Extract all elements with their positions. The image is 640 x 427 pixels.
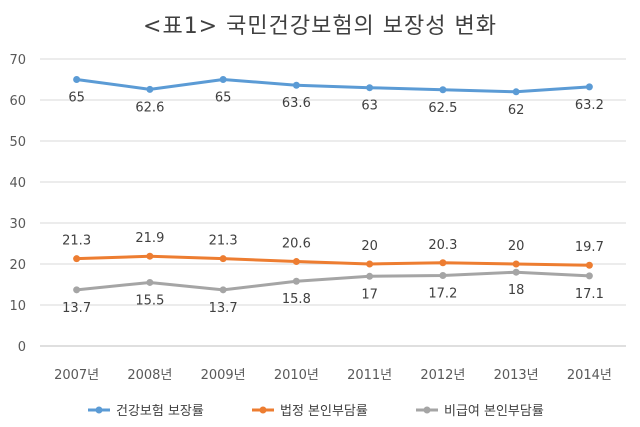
x-axis: 2007년 2008년 2009년 2010년 2011년 2012년 2013년 2014년: [54, 368, 612, 383]
chart-title: <표1> 국민건강보험의 보장성 변화: [143, 14, 497, 39]
data-label: 17.2: [428, 286, 457, 301]
y-tick-label: 60: [9, 94, 26, 109]
data-label: 13.7: [209, 301, 238, 316]
data-point: [585, 83, 593, 91]
x-tick-label: 2010년: [274, 368, 319, 383]
legend-label: 비급여 본인부담률: [444, 404, 544, 419]
y-axis: 0 10 20 30 40 50 60 70: [9, 53, 26, 355]
legend-marker: [423, 406, 431, 414]
data-point: [585, 272, 593, 280]
data-point: [73, 286, 81, 294]
data-label: 63.6: [282, 96, 311, 111]
data-point: [292, 258, 300, 266]
data-point: [219, 286, 227, 294]
data-point: [366, 272, 374, 280]
data-point: [439, 271, 447, 279]
data-label: 65: [215, 91, 232, 106]
data-point: [512, 260, 520, 268]
data-point: [146, 278, 154, 286]
data-label: 19.7: [575, 240, 604, 255]
x-tick-label: 2007년: [54, 368, 99, 383]
y-tick-label: 10: [9, 299, 26, 314]
data-label: 13.7: [62, 301, 91, 316]
data-point: [73, 76, 81, 83]
data-label: 21.3: [62, 234, 91, 249]
gridlines: [40, 58, 626, 347]
data-point: [73, 255, 81, 263]
x-tick-label: 2011년: [347, 368, 392, 383]
data-point: [292, 277, 300, 285]
data-label: 62: [508, 103, 525, 118]
data-point: [585, 261, 593, 269]
series-lines: [73, 76, 593, 294]
series-line: [75, 254, 591, 267]
data-label: 15.8: [282, 292, 311, 307]
data-label: 17.1: [575, 287, 604, 302]
data-point: [366, 260, 374, 268]
legend-marker: [259, 406, 267, 414]
data-label: 20.3: [428, 238, 457, 253]
data-label: 62.6: [135, 100, 164, 115]
data-label: 21.3: [209, 234, 238, 249]
y-tick-label: 20: [9, 258, 26, 273]
data-point: [366, 84, 374, 92]
data-label: 20.6: [282, 237, 311, 252]
data-label: 20: [361, 239, 378, 254]
data-label: 18: [508, 283, 525, 298]
y-tick-label: 40: [9, 176, 26, 191]
data-point: [219, 76, 227, 83]
legend-marker: [95, 406, 103, 414]
data-point: [439, 259, 447, 267]
x-tick-label: 2013년: [494, 368, 539, 383]
legend: 건강보험 보장률 법정 본인부담률 비급여 본인부담률: [88, 404, 544, 419]
x-tick-label: 2008년: [127, 368, 172, 383]
data-label: 65: [68, 91, 85, 106]
data-point: [512, 268, 520, 276]
data-label: 63: [361, 99, 378, 114]
data-label: 63.2: [575, 98, 604, 113]
series-line: [75, 270, 591, 292]
legend-label: 건강보험 보장률: [116, 404, 204, 419]
y-tick-label: 30: [9, 217, 26, 232]
data-label: 17: [361, 287, 378, 302]
data-point: [439, 86, 447, 94]
data-point: [146, 252, 154, 260]
series-line: [75, 78, 591, 94]
data-point: [512, 88, 520, 96]
y-tick-label: 50: [9, 135, 26, 150]
y-tick-label: 70: [9, 53, 26, 68]
data-label: 15.5: [135, 293, 164, 308]
legend-label: 법정 본인부담률: [280, 404, 368, 419]
x-tick-label: 2014년: [567, 368, 612, 383]
data-label: 20: [508, 239, 525, 254]
y-tick-label: 0: [18, 340, 26, 355]
data-point: [219, 255, 227, 263]
x-tick-label: 2012년: [420, 368, 465, 383]
data-point: [292, 81, 300, 89]
x-tick-label: 2009년: [201, 368, 246, 383]
data-label: 62.5: [428, 101, 457, 116]
data-point: [146, 85, 154, 93]
data-label: 21.9: [135, 231, 164, 246]
series-data-labels: 65 62.6 65 63.6 63 62.5 62 63.2 21.3 21.9 21.3 20.6…: [62, 91, 604, 316]
